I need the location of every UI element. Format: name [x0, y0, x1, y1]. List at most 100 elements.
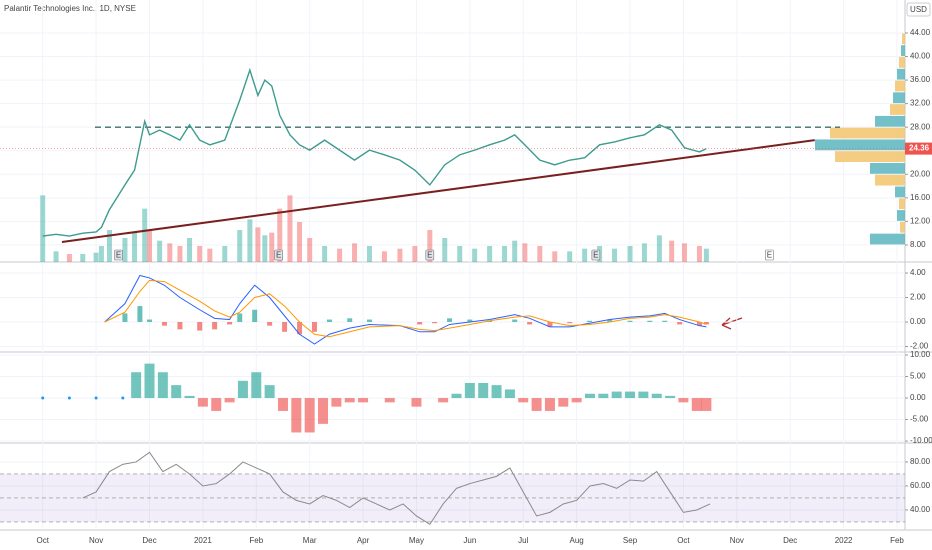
- histogram-bar: [696, 322, 702, 326]
- x-tick-label: Oct: [677, 536, 690, 545]
- volume-bar: [582, 248, 588, 262]
- volume-profile-bar: [895, 80, 905, 92]
- oscillator-bar: [184, 395, 195, 399]
- y-tick-label: 16.00: [910, 193, 931, 202]
- y-tick-label: 80.00: [910, 457, 931, 466]
- y-tick-label: 40.00: [910, 505, 931, 514]
- x-tick-label: Mar: [303, 536, 317, 545]
- oscillator-bar: [224, 398, 235, 403]
- volume-profile-bar: [890, 104, 905, 115]
- chart-title: Palantir Technologies Inc., 1D, NYSE: [4, 4, 136, 13]
- histogram-bar: [586, 320, 592, 322]
- volume-profile-bar: [893, 92, 905, 104]
- y-tick-label: 28.00: [910, 122, 931, 131]
- volume-profile-bar: [830, 127, 905, 139]
- macd-line: [104, 279, 707, 338]
- x-tick-label: Aug: [570, 536, 584, 545]
- histogram-bar: [627, 320, 633, 322]
- histogram-bar: [677, 322, 683, 325]
- oscillator-bar: [157, 372, 168, 399]
- oscillator-bar: [464, 382, 475, 399]
- histogram-bar: [703, 322, 709, 325]
- earnings-marker: [425, 249, 435, 261]
- oscillator-bar: [678, 398, 689, 403]
- histogram-bar: [447, 318, 453, 322]
- oscillator-bar: [171, 385, 182, 399]
- y-tick-label: -2.00: [910, 342, 929, 351]
- volume-bar: [703, 248, 709, 262]
- oscillator-bar: [531, 398, 542, 411]
- earnings-marker: [591, 249, 601, 261]
- volume-bar: [132, 232, 138, 262]
- macd-line: [104, 274, 707, 345]
- volume-bar: [552, 251, 558, 262]
- oscillator-bar: [331, 398, 342, 407]
- earnings-label: E: [767, 251, 772, 260]
- volume-bar: [262, 235, 268, 262]
- volume-bar: [80, 254, 86, 262]
- volume-bar: [512, 240, 518, 262]
- histogram-bar: [662, 320, 668, 322]
- oscillator-bar: [518, 398, 529, 403]
- volume-bar: [696, 246, 702, 262]
- histogram-bar: [527, 322, 533, 325]
- volume-bar: [177, 246, 183, 262]
- volume-profile-bar: [901, 45, 905, 57]
- volume-bar: [412, 246, 418, 262]
- x-tick-label: Feb: [890, 536, 904, 545]
- histogram-bar: [467, 319, 473, 322]
- histogram-bar: [487, 320, 493, 322]
- histogram-bar: [252, 309, 258, 322]
- volume-profile-bar: [902, 33, 905, 45]
- volume-bar: [537, 246, 543, 262]
- oscillator-bar: [544, 398, 555, 411]
- oscillator-bar: [277, 398, 288, 411]
- currency-box[interactable]: [906, 2, 931, 17]
- volume-bar: [397, 248, 403, 262]
- histogram-bar: [212, 322, 218, 330]
- rsi-line: [82, 451, 711, 526]
- histogram-bar: [237, 313, 243, 322]
- histogram-bar: [146, 319, 152, 322]
- histogram-bar: [547, 322, 553, 327]
- histogram-bar: [227, 322, 233, 325]
- zero-dot: [67, 396, 71, 400]
- y-tick-label: 0.00: [910, 317, 926, 326]
- histogram-bar: [366, 319, 372, 322]
- volume-bar: [337, 248, 343, 262]
- x-tick-label: Nov: [730, 536, 744, 545]
- oscillator-bar: [625, 391, 636, 399]
- oscillator-bar: [558, 398, 569, 407]
- volume-bar: [502, 246, 508, 262]
- histogram-bar: [567, 322, 573, 324]
- volume-bar: [442, 238, 448, 262]
- volume-bar: [567, 251, 573, 262]
- volume-bar: [269, 232, 275, 262]
- volume-bar: [53, 251, 59, 262]
- oscillator-bar: [144, 363, 155, 399]
- y-tick-label: 12.00: [910, 216, 931, 225]
- y-tick-label: 4.00: [910, 268, 926, 277]
- oscillator-bar: [304, 398, 315, 433]
- x-tick-label: Dec: [142, 536, 156, 545]
- oscillator-bar: [344, 398, 355, 403]
- x-tick-label: Oct: [36, 536, 49, 545]
- earnings-label: E: [276, 251, 281, 260]
- volume-profile-bar: [815, 139, 905, 151]
- x-tick-label: 2022: [835, 536, 853, 545]
- oscillator-bar: [571, 398, 582, 403]
- histogram-bar: [512, 319, 518, 322]
- volume-profile-bar: [835, 151, 905, 162]
- volume-profile-bar: [870, 162, 905, 174]
- volume-profile-bar: [875, 115, 905, 127]
- y-tick-label: 20.00: [910, 169, 931, 178]
- histogram-bar: [347, 318, 353, 322]
- oscillator-bar: [384, 398, 395, 403]
- histogram-bar: [432, 322, 438, 324]
- volume-bar: [142, 208, 148, 262]
- x-tick-label: 2021: [194, 536, 212, 545]
- currency[interactable]: USD: [910, 5, 927, 14]
- volume-bar: [167, 243, 173, 262]
- volume-bar: [472, 248, 478, 262]
